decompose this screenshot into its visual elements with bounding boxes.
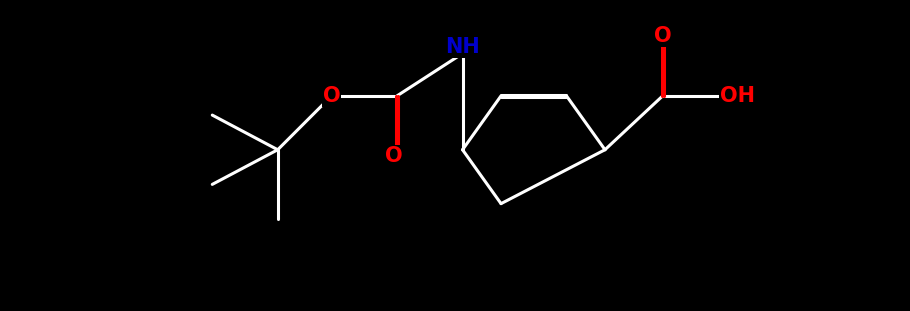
Text: O: O bbox=[323, 86, 340, 106]
Text: OH: OH bbox=[720, 86, 755, 106]
Text: O: O bbox=[385, 146, 403, 166]
Text: O: O bbox=[654, 26, 672, 46]
Text: NH: NH bbox=[445, 37, 480, 57]
